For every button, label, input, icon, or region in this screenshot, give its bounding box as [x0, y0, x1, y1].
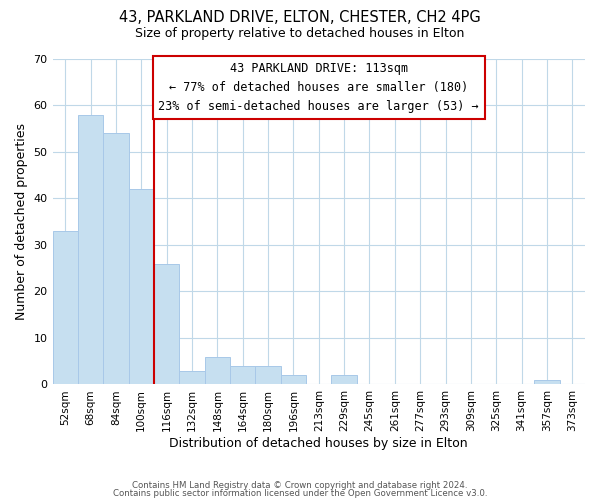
Text: Contains HM Land Registry data © Crown copyright and database right 2024.: Contains HM Land Registry data © Crown c… [132, 481, 468, 490]
Bar [230, 366, 256, 384]
Bar [53, 231, 78, 384]
Bar [128, 189, 154, 384]
Bar [179, 370, 205, 384]
Bar [154, 264, 179, 384]
Bar [205, 356, 230, 384]
Bar [331, 375, 357, 384]
Bar [256, 366, 281, 384]
Text: 43 PARKLAND DRIVE: 113sqm
← 77% of detached houses are smaller (180)
23% of semi: 43 PARKLAND DRIVE: 113sqm ← 77% of detac… [158, 62, 479, 114]
Bar [78, 115, 103, 384]
Text: 43, PARKLAND DRIVE, ELTON, CHESTER, CH2 4PG: 43, PARKLAND DRIVE, ELTON, CHESTER, CH2 … [119, 10, 481, 25]
Text: Contains public sector information licensed under the Open Government Licence v3: Contains public sector information licen… [113, 488, 487, 498]
Text: Size of property relative to detached houses in Elton: Size of property relative to detached ho… [136, 28, 464, 40]
Bar [281, 375, 306, 384]
Y-axis label: Number of detached properties: Number of detached properties [15, 123, 28, 320]
Bar [534, 380, 560, 384]
X-axis label: Distribution of detached houses by size in Elton: Distribution of detached houses by size … [169, 437, 468, 450]
Bar [103, 134, 128, 384]
